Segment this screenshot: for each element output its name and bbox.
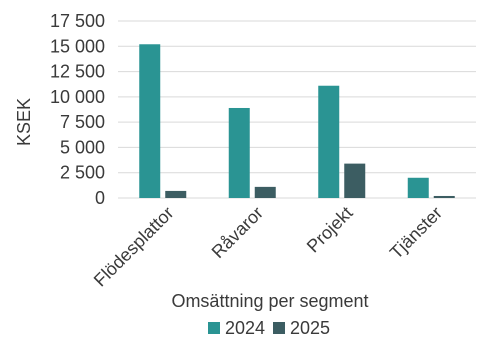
y-tick-label: 17 500	[50, 11, 105, 31]
bar-2024-Råvaror	[228, 107, 250, 198]
legend-label: 2025	[290, 318, 330, 338]
y-tick-label: 12 500	[50, 62, 105, 82]
legend-swatch-2024	[208, 322, 220, 334]
bar-2024-Tjänster	[407, 177, 429, 198]
x-category-label: Projekt	[303, 203, 357, 257]
y-tick-label: 0	[95, 188, 105, 208]
gridlines	[118, 20, 476, 199]
legend: 2024 2025	[208, 318, 330, 338]
bars	[139, 44, 455, 199]
bar-2025-Tjänster	[433, 195, 455, 198]
x-category-label: Råvaror	[208, 203, 267, 262]
x-axis-categories: Flödesplattor Råvaror Projekt Tjänster	[90, 203, 446, 291]
y-tick-label: 2 500	[60, 163, 105, 183]
y-tick-label: 7 500	[60, 112, 105, 132]
legend-label: 2024	[225, 318, 265, 338]
y-axis-ticks: 0 2 500 5 000 7 500 10 000 12 500 15 000 17 500	[50, 11, 105, 208]
y-tick-label: 10 000	[50, 87, 105, 107]
y-tick-label: 5 000	[60, 137, 105, 157]
x-axis-title: Omsättning per segment	[171, 291, 368, 311]
x-category-label: Tjänster	[386, 203, 446, 263]
bar-2024-Projekt	[318, 85, 340, 198]
y-axis-title: KSEK	[14, 98, 34, 146]
legend-swatch-2025	[273, 322, 285, 334]
bar-2025-Råvaror	[254, 186, 276, 198]
bar-2025-Projekt	[344, 163, 366, 198]
x-category-label: Flödesplattor	[90, 203, 178, 291]
y-tick-label: 15 000	[50, 36, 105, 56]
bar-2024-Flödesplattor	[139, 44, 161, 199]
bar-2025-Flödesplattor	[165, 190, 187, 198]
